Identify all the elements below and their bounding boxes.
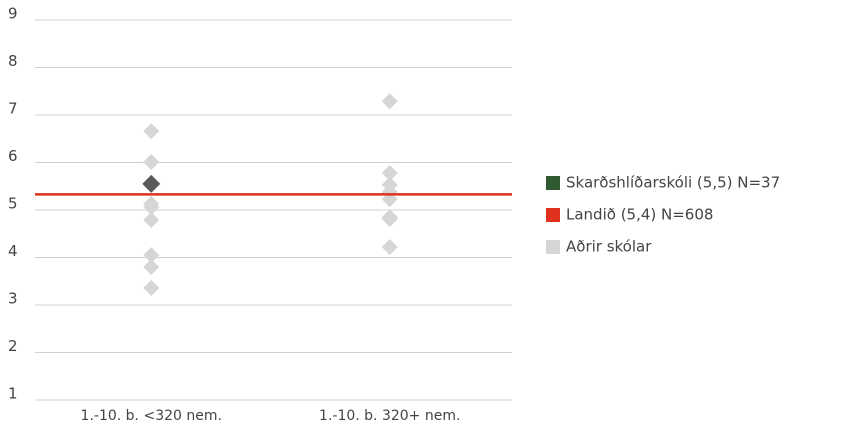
- point: [381, 93, 398, 110]
- point: [143, 259, 160, 275]
- x-tick-label: 1.-10. b. <320 nem.: [81, 408, 222, 424]
- x-tick-label: 1.-10. b. 320+ nem.: [319, 408, 460, 424]
- legend-label: Aðrir skólar: [566, 238, 652, 256]
- y-tick-label: 3: [8, 290, 18, 308]
- legend-label: Skarðshlíðarskóli (5,5) N=37: [566, 174, 780, 192]
- point: [142, 174, 161, 193]
- y-tick-label: 2: [8, 337, 18, 355]
- legend-label: Landið (5,4) N=608: [566, 206, 713, 224]
- y-tick-label: 1: [8, 385, 18, 403]
- y-tick-label: 4: [8, 242, 18, 260]
- point: [143, 247, 160, 264]
- point: [381, 239, 398, 256]
- point: [143, 279, 160, 296]
- y-tick-label: 9: [8, 5, 18, 23]
- point: [143, 211, 160, 228]
- point: [143, 199, 160, 216]
- legend-swatch: [546, 240, 560, 254]
- point: [381, 211, 398, 228]
- point: [143, 154, 160, 171]
- point: [381, 164, 398, 181]
- legend-swatch: [546, 208, 560, 222]
- y-tick-label: 5: [8, 195, 18, 213]
- y-tick-label: 8: [8, 52, 18, 70]
- y-tick-label: 6: [8, 147, 18, 165]
- point: [143, 123, 160, 140]
- y-tick-label: 7: [8, 100, 18, 118]
- legend-swatch: [546, 176, 560, 190]
